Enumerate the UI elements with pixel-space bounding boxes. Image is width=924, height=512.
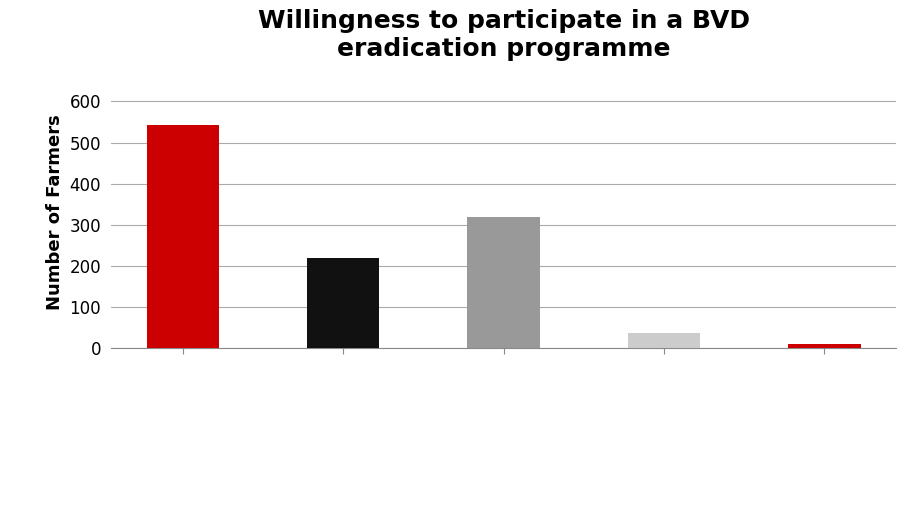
Bar <box>628 332 700 348</box>
Bar <box>147 125 219 348</box>
Bar <box>788 345 860 348</box>
Bar <box>307 258 379 348</box>
Y-axis label: Number of Farmers: Number of Farmers <box>46 115 64 310</box>
Bar <box>468 218 540 348</box>
Title: Willingness to participate in a BVD
eradication programme: Willingness to participate in a BVD erad… <box>258 9 749 61</box>
